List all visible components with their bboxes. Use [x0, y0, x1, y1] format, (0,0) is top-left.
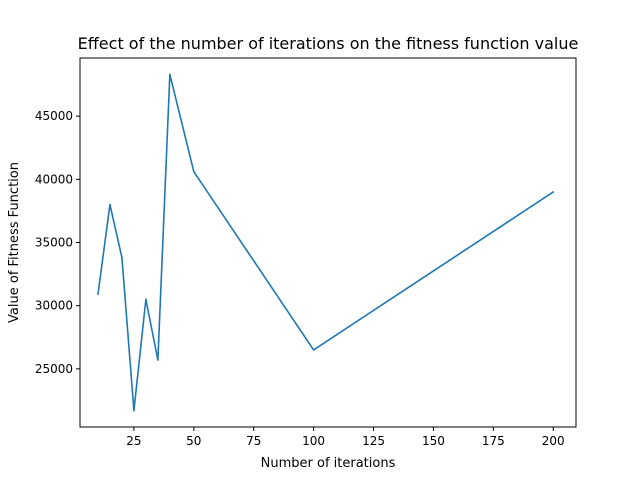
- data-point: [157, 359, 159, 361]
- x-tick-label: 175: [482, 434, 505, 448]
- data-point: [193, 170, 195, 173]
- x-tick-label: 50: [186, 434, 201, 448]
- x-tick-label: 75: [246, 434, 261, 448]
- x-tick-label: 150: [422, 434, 445, 448]
- y-tick-label: 30000: [35, 299, 73, 313]
- data-point: [145, 298, 147, 301]
- data-point: [312, 349, 315, 351]
- x-tick-label: 25: [126, 434, 141, 448]
- y-tick-label: 25000: [35, 362, 73, 376]
- y-axis: 25000 30000 35000 40000 45000: [35, 109, 80, 376]
- data-point: [133, 409, 135, 412]
- x-axis-label: Number of iterations: [261, 456, 396, 471]
- plot-area: [97, 73, 555, 412]
- data-point: [121, 256, 123, 259]
- y-tick-label: 40000: [35, 172, 73, 186]
- x-axis: 25 50 75 100 125 150 175 200: [126, 427, 565, 448]
- chart-title: Effect of the number of iterations on th…: [78, 34, 579, 53]
- y-tick-label: 45000: [35, 109, 73, 123]
- series-line-0: [97, 73, 554, 412]
- data-point: [109, 203, 111, 206]
- y-tick-label: 35000: [35, 236, 73, 250]
- y-axis-label: Value of Fitness Function: [7, 162, 22, 323]
- data-point: [552, 191, 555, 193]
- x-tick-label: 200: [542, 434, 565, 448]
- data-point: [169, 73, 171, 76]
- x-tick-label: 100: [302, 434, 325, 448]
- data-point: [97, 293, 99, 296]
- x-tick-label: 125: [362, 434, 385, 448]
